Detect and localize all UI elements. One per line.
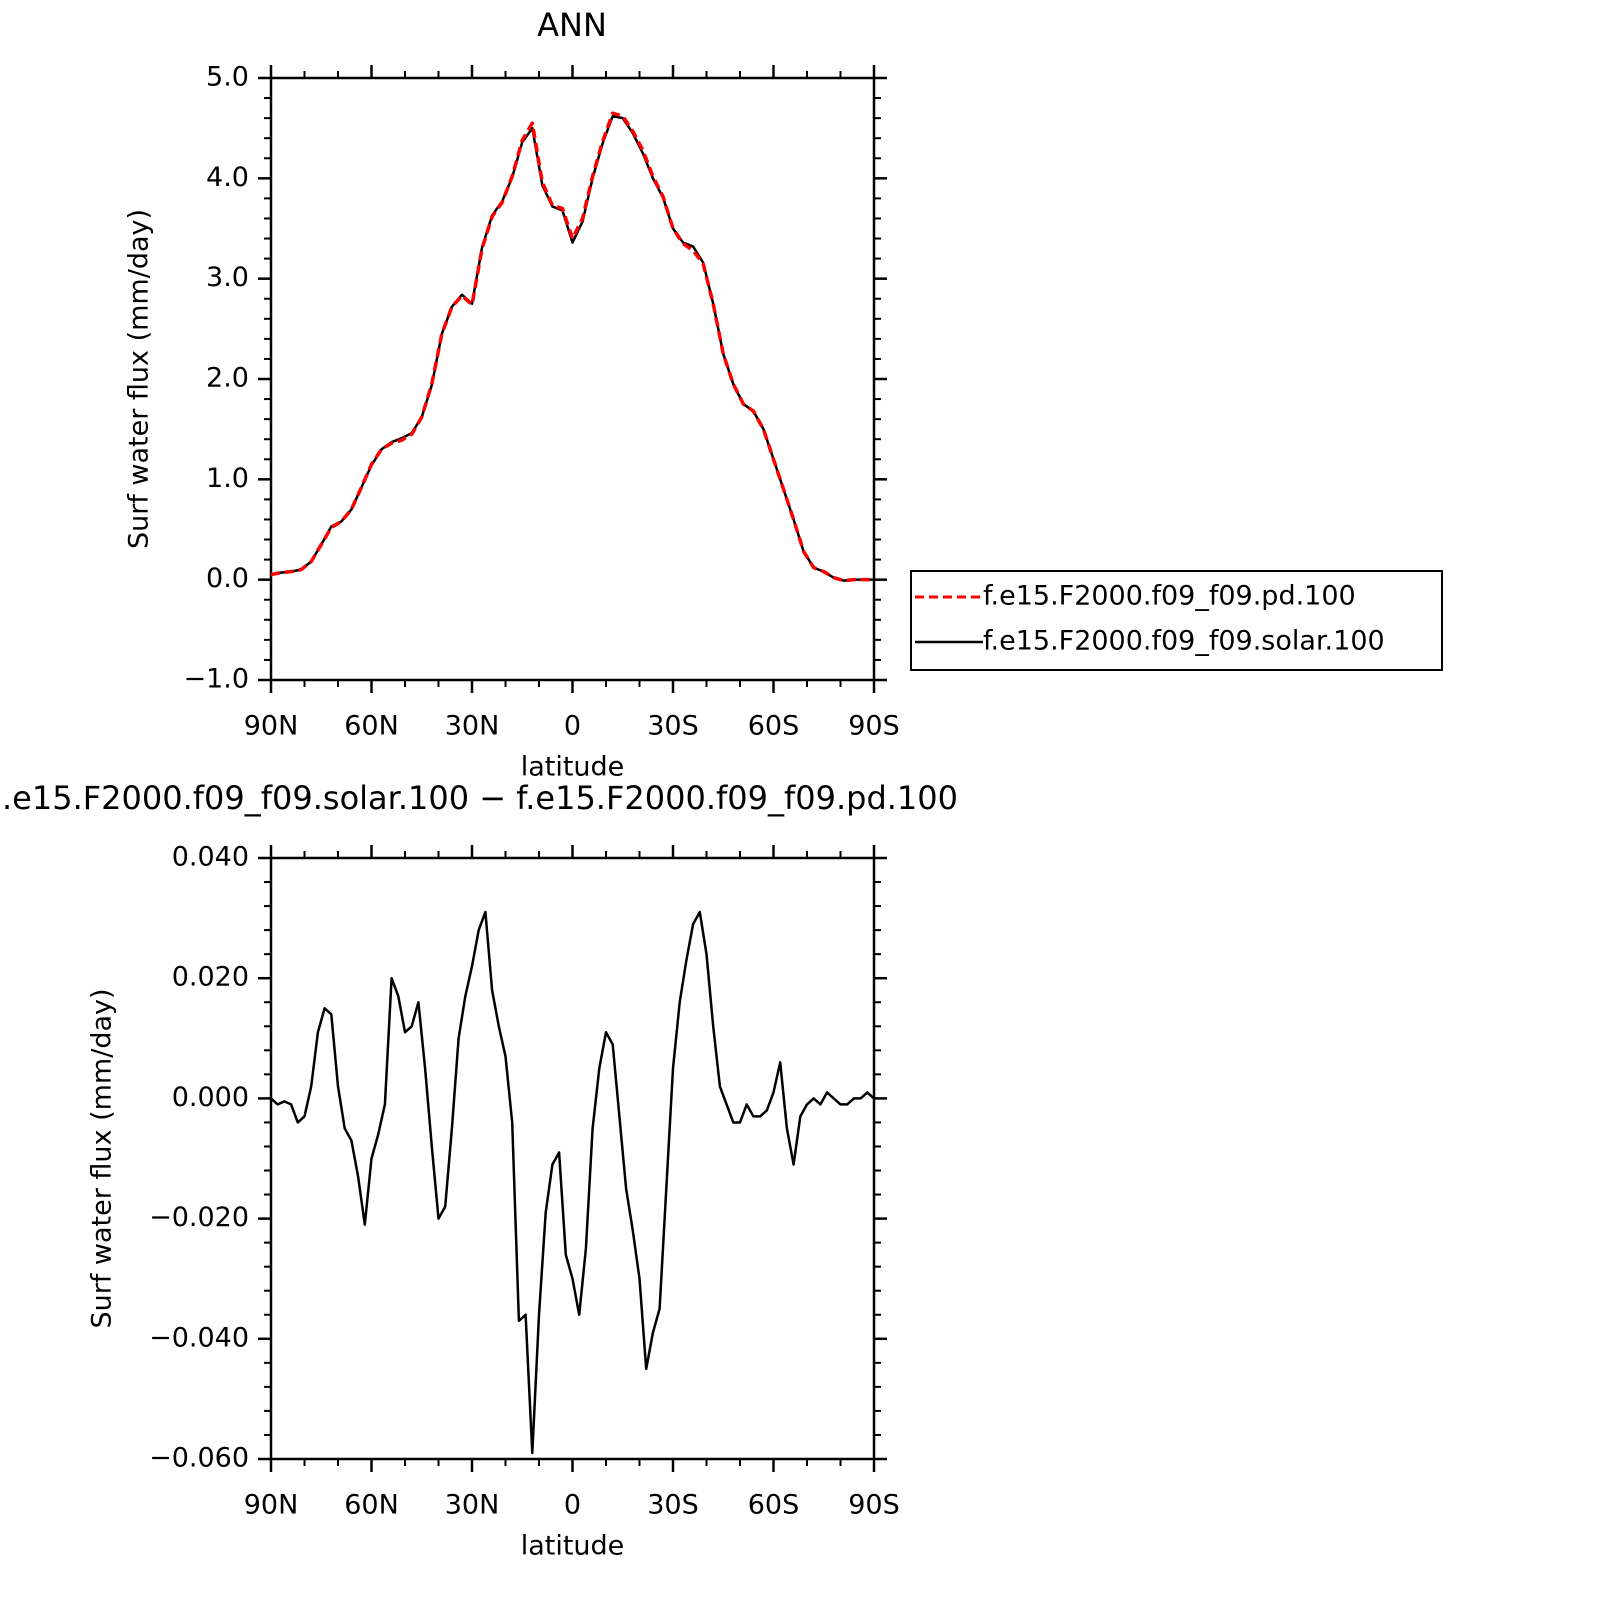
chart-title: .e15.F2000.f09_f09.solar.100 − f.e15.F20…: [2, 779, 958, 817]
y-tick-label: −0.040: [149, 1322, 249, 1353]
x-tick-label: 30S: [647, 711, 699, 742]
x-tick-label: 90N: [244, 711, 299, 742]
x-tick-label: 30N: [445, 711, 500, 742]
plot-frame: [269, 76, 876, 682]
x-tick-label: 0: [564, 1490, 581, 1521]
y-tick-label: −0.020: [149, 1202, 249, 1233]
x-tick-label: 60N: [344, 711, 399, 742]
y-tick-label: 0.0: [206, 563, 249, 594]
y-axis-label: Surf water flux (mm/day): [87, 988, 118, 1328]
series-line: [270, 910, 875, 1455]
x-tick-label: 0: [564, 711, 581, 742]
y-tick-label: 5.0: [206, 62, 249, 93]
y-tick-label: −1.0: [183, 664, 249, 695]
chart-title: ANN: [537, 6, 607, 44]
x-tick-label: 60N: [344, 1490, 399, 1521]
series-line: [270, 111, 874, 583]
y-tick-label: −0.060: [149, 1443, 249, 1474]
y-tick-label: 2.0: [206, 363, 249, 394]
x-tick-label: 30N: [445, 1490, 500, 1521]
legend-label: f.e15.F2000.f09_f09.pd.100: [983, 581, 1356, 612]
legend-label: f.e15.F2000.f09_f09.solar.100: [983, 626, 1385, 657]
x-tick-label: 30S: [647, 1490, 699, 1521]
x-tick-label: 60S: [748, 1490, 800, 1521]
legend-box: [910, 570, 1443, 671]
y-tick-label: 0.040: [172, 842, 249, 873]
y-tick-label: 3.0: [206, 262, 249, 293]
x-tick-label: 90S: [848, 1490, 900, 1521]
y-tick-label: 1.0: [206, 463, 249, 494]
y-tick-label: 4.0: [206, 162, 249, 193]
x-tick-label: 60S: [748, 711, 800, 742]
x-axis-label: latitude: [521, 1531, 625, 1562]
plot-frame: [269, 856, 876, 1461]
x-tick-label: 90S: [848, 711, 900, 742]
y-tick-label: 0.020: [172, 962, 249, 993]
x-axis-label: latitude: [521, 752, 625, 783]
y-axis-label: Surf water flux (mm/day): [124, 209, 155, 549]
series-line: [270, 114, 874, 582]
x-tick-label: 90N: [244, 1490, 299, 1521]
y-tick-label: 0.000: [172, 1082, 249, 1113]
